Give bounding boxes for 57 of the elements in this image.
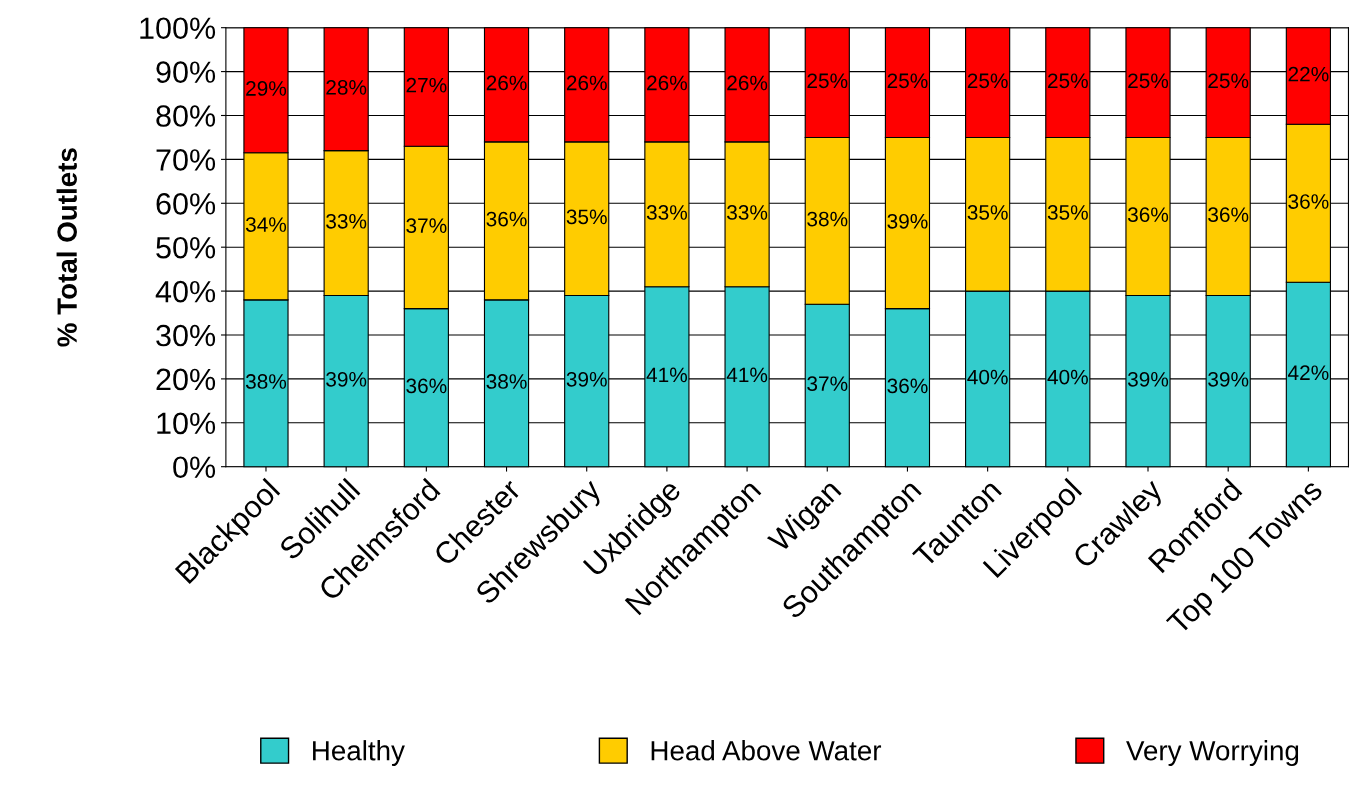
data-label: 25% bbox=[887, 73, 928, 89]
y-tick-label: 10% bbox=[157, 412, 216, 435]
data-label: 38% bbox=[245, 374, 287, 389]
data-label: 35% bbox=[1047, 205, 1088, 220]
y-tick-label: 70% bbox=[156, 149, 216, 171]
data-label: 26% bbox=[647, 75, 688, 91]
y-tick-label: 20% bbox=[156, 368, 216, 391]
data-label: 39% bbox=[566, 371, 607, 387]
data-label: 36% bbox=[1208, 207, 1249, 223]
data-label: 39% bbox=[887, 213, 928, 229]
data-label: 36% bbox=[486, 211, 527, 227]
data-label: 37% bbox=[807, 376, 848, 392]
data-label: 40% bbox=[1047, 369, 1088, 385]
data-label: 34% bbox=[245, 217, 287, 232]
data-label: 40% bbox=[967, 369, 1008, 385]
y-tick-label: 100% bbox=[140, 17, 216, 40]
data-label: 27% bbox=[406, 77, 447, 93]
data-label: 26% bbox=[727, 75, 768, 91]
data-label: 42% bbox=[1288, 365, 1329, 381]
data-label: 25% bbox=[1048, 73, 1088, 89]
data-label: 41% bbox=[646, 367, 688, 383]
y-axis-title: % Total Outlets bbox=[56, 148, 77, 347]
data-label: 29% bbox=[246, 81, 287, 96]
y-tick-label: 0% bbox=[173, 456, 216, 479]
data-label: 28% bbox=[326, 79, 367, 95]
legend-label: Very Worrying bbox=[1126, 740, 1299, 766]
data-label: 35% bbox=[967, 205, 1008, 220]
y-tick-label: 80% bbox=[156, 105, 216, 127]
y-tick-label: 60% bbox=[156, 193, 216, 215]
data-label: 26% bbox=[566, 75, 607, 91]
data-label: 38% bbox=[486, 374, 527, 389]
data-label: 37% bbox=[406, 218, 447, 234]
data-label: 22% bbox=[1288, 66, 1329, 82]
legend-label: Healthy bbox=[313, 740, 405, 766]
data-label: 39% bbox=[326, 371, 367, 387]
data-label: 33% bbox=[727, 205, 768, 220]
data-label: 41% bbox=[726, 367, 768, 383]
data-label: 33% bbox=[646, 205, 688, 220]
data-label: 36% bbox=[406, 378, 447, 394]
y-tick-label: 50% bbox=[156, 236, 216, 259]
data-label: 25% bbox=[807, 73, 848, 89]
data-label: 25% bbox=[967, 73, 1008, 89]
y-tick-label: 40% bbox=[155, 280, 216, 303]
data-label: 39% bbox=[1208, 371, 1249, 387]
data-label: 25% bbox=[1208, 73, 1249, 89]
data-label: 26% bbox=[486, 75, 527, 91]
data-label: 33% bbox=[326, 213, 367, 229]
data-label: 38% bbox=[807, 211, 848, 227]
data-label: 36% bbox=[1288, 194, 1329, 209]
data-label: 25% bbox=[1128, 73, 1169, 89]
data-label: 36% bbox=[1127, 207, 1169, 223]
data-label: 36% bbox=[887, 378, 928, 394]
y-tick-label: 90% bbox=[156, 61, 216, 83]
data-label: 39% bbox=[1127, 371, 1169, 387]
legend-label: Head Above Water bbox=[651, 740, 882, 761]
data-label: 35% bbox=[566, 209, 607, 225]
y-tick-label: 30% bbox=[156, 324, 216, 347]
